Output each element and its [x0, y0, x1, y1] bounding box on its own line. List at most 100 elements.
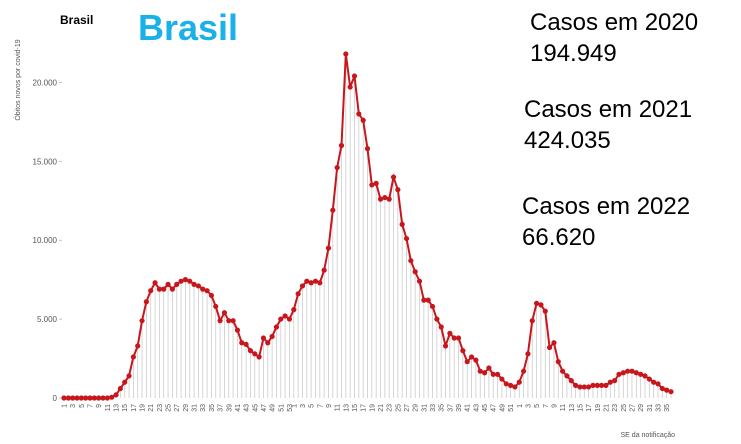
- y-tick-label: 0: [53, 394, 58, 403]
- point: [152, 280, 158, 286]
- point: [429, 303, 436, 310]
- point: [74, 395, 80, 401]
- x-tick-label: 7: [543, 404, 550, 408]
- point: [529, 318, 535, 324]
- x-tick-label: 11: [105, 404, 112, 411]
- point: [564, 373, 570, 379]
- point: [586, 384, 592, 390]
- x-tick-label: 19: [369, 404, 376, 412]
- point: [616, 371, 622, 377]
- point: [542, 308, 548, 314]
- x-tick-label: 3: [525, 404, 532, 408]
- y-tick-label: 15.000: [33, 157, 58, 166]
- x-tick-label: 37: [218, 404, 225, 412]
- point: [451, 335, 457, 341]
- point: [239, 340, 245, 346]
- point: [551, 340, 557, 346]
- point: [486, 365, 492, 371]
- point: [260, 335, 267, 341]
- x-tick-label: 23: [387, 404, 394, 412]
- chart-title: Brasil: [138, 7, 238, 48]
- point: [174, 281, 180, 287]
- x-tick-label: 7: [88, 404, 95, 408]
- point: [638, 371, 644, 377]
- point: [126, 373, 132, 379]
- x-tick-label: 29: [413, 404, 420, 412]
- x-tick-label: 31: [647, 404, 654, 412]
- x-tick-label: 25: [395, 404, 402, 412]
- x-tick-label: 33: [430, 404, 437, 412]
- y-tick-label: 10.000: [33, 236, 58, 245]
- point: [130, 354, 136, 360]
- x-tick-label: 35: [209, 404, 216, 412]
- x-tick-label: 19: [595, 404, 602, 412]
- point: [148, 288, 154, 294]
- point: [295, 291, 301, 297]
- point: [321, 267, 327, 273]
- point: [87, 395, 93, 401]
- x-tick-label: 13: [569, 404, 576, 412]
- x-tick-label: 29: [638, 404, 645, 412]
- point: [191, 281, 197, 287]
- point: [460, 348, 466, 354]
- point: [273, 324, 280, 330]
- point: [61, 395, 67, 401]
- point: [104, 395, 110, 401]
- point: [70, 395, 76, 401]
- point: [473, 357, 479, 363]
- x-tick-label: 17: [361, 404, 368, 412]
- point: [139, 318, 145, 324]
- point: [434, 316, 440, 322]
- y-tick-label: 20.000: [33, 78, 58, 87]
- point: [135, 343, 141, 349]
- annotation-value: 66.620: [522, 224, 595, 251]
- point: [195, 283, 202, 289]
- x-tick-label: 45: [252, 404, 259, 412]
- point: [182, 277, 188, 283]
- x-tick-label: 25: [621, 404, 628, 412]
- point: [178, 278, 184, 284]
- x-tick-label: 1: [517, 404, 524, 408]
- point: [525, 351, 531, 357]
- x-tick-label: 9: [326, 404, 333, 408]
- x-tick-label: 1: [291, 404, 298, 408]
- x-tick-label: 15: [122, 404, 129, 412]
- point: [161, 286, 167, 292]
- point: [560, 368, 566, 374]
- point: [499, 376, 505, 382]
- x-tick-label: 9: [551, 404, 558, 408]
- point: [65, 395, 71, 401]
- x-tick-label: 19: [140, 404, 147, 412]
- point: [477, 368, 483, 374]
- x-tick-label: 43: [244, 404, 251, 412]
- point: [577, 384, 583, 390]
- point: [581, 384, 587, 390]
- point: [455, 335, 462, 341]
- point: [113, 392, 119, 398]
- point: [438, 324, 444, 330]
- point: [282, 313, 288, 319]
- y-axis-label: Óbitos novos por covid-19: [13, 39, 22, 120]
- point: [651, 379, 657, 385]
- point: [520, 368, 527, 374]
- point: [386, 196, 392, 202]
- point: [481, 370, 488, 376]
- point: [291, 307, 297, 313]
- point: [642, 373, 648, 379]
- x-axis-label: SE da notificação: [621, 432, 676, 439]
- x-tick-label: 33: [200, 404, 207, 412]
- x-tick-label: 17: [131, 404, 138, 412]
- annotation-value: 194.949: [530, 40, 617, 67]
- point: [468, 354, 475, 360]
- annotation-title: Casos em 2022: [522, 193, 690, 220]
- point: [100, 395, 106, 401]
- point: [334, 164, 340, 171]
- point: [187, 278, 193, 284]
- point: [247, 348, 254, 354]
- point: [590, 382, 596, 388]
- point: [507, 382, 514, 388]
- point: [646, 376, 652, 382]
- x-tick-label: 27: [629, 404, 636, 412]
- point: [230, 318, 236, 324]
- x-tick-label: 5: [79, 404, 86, 408]
